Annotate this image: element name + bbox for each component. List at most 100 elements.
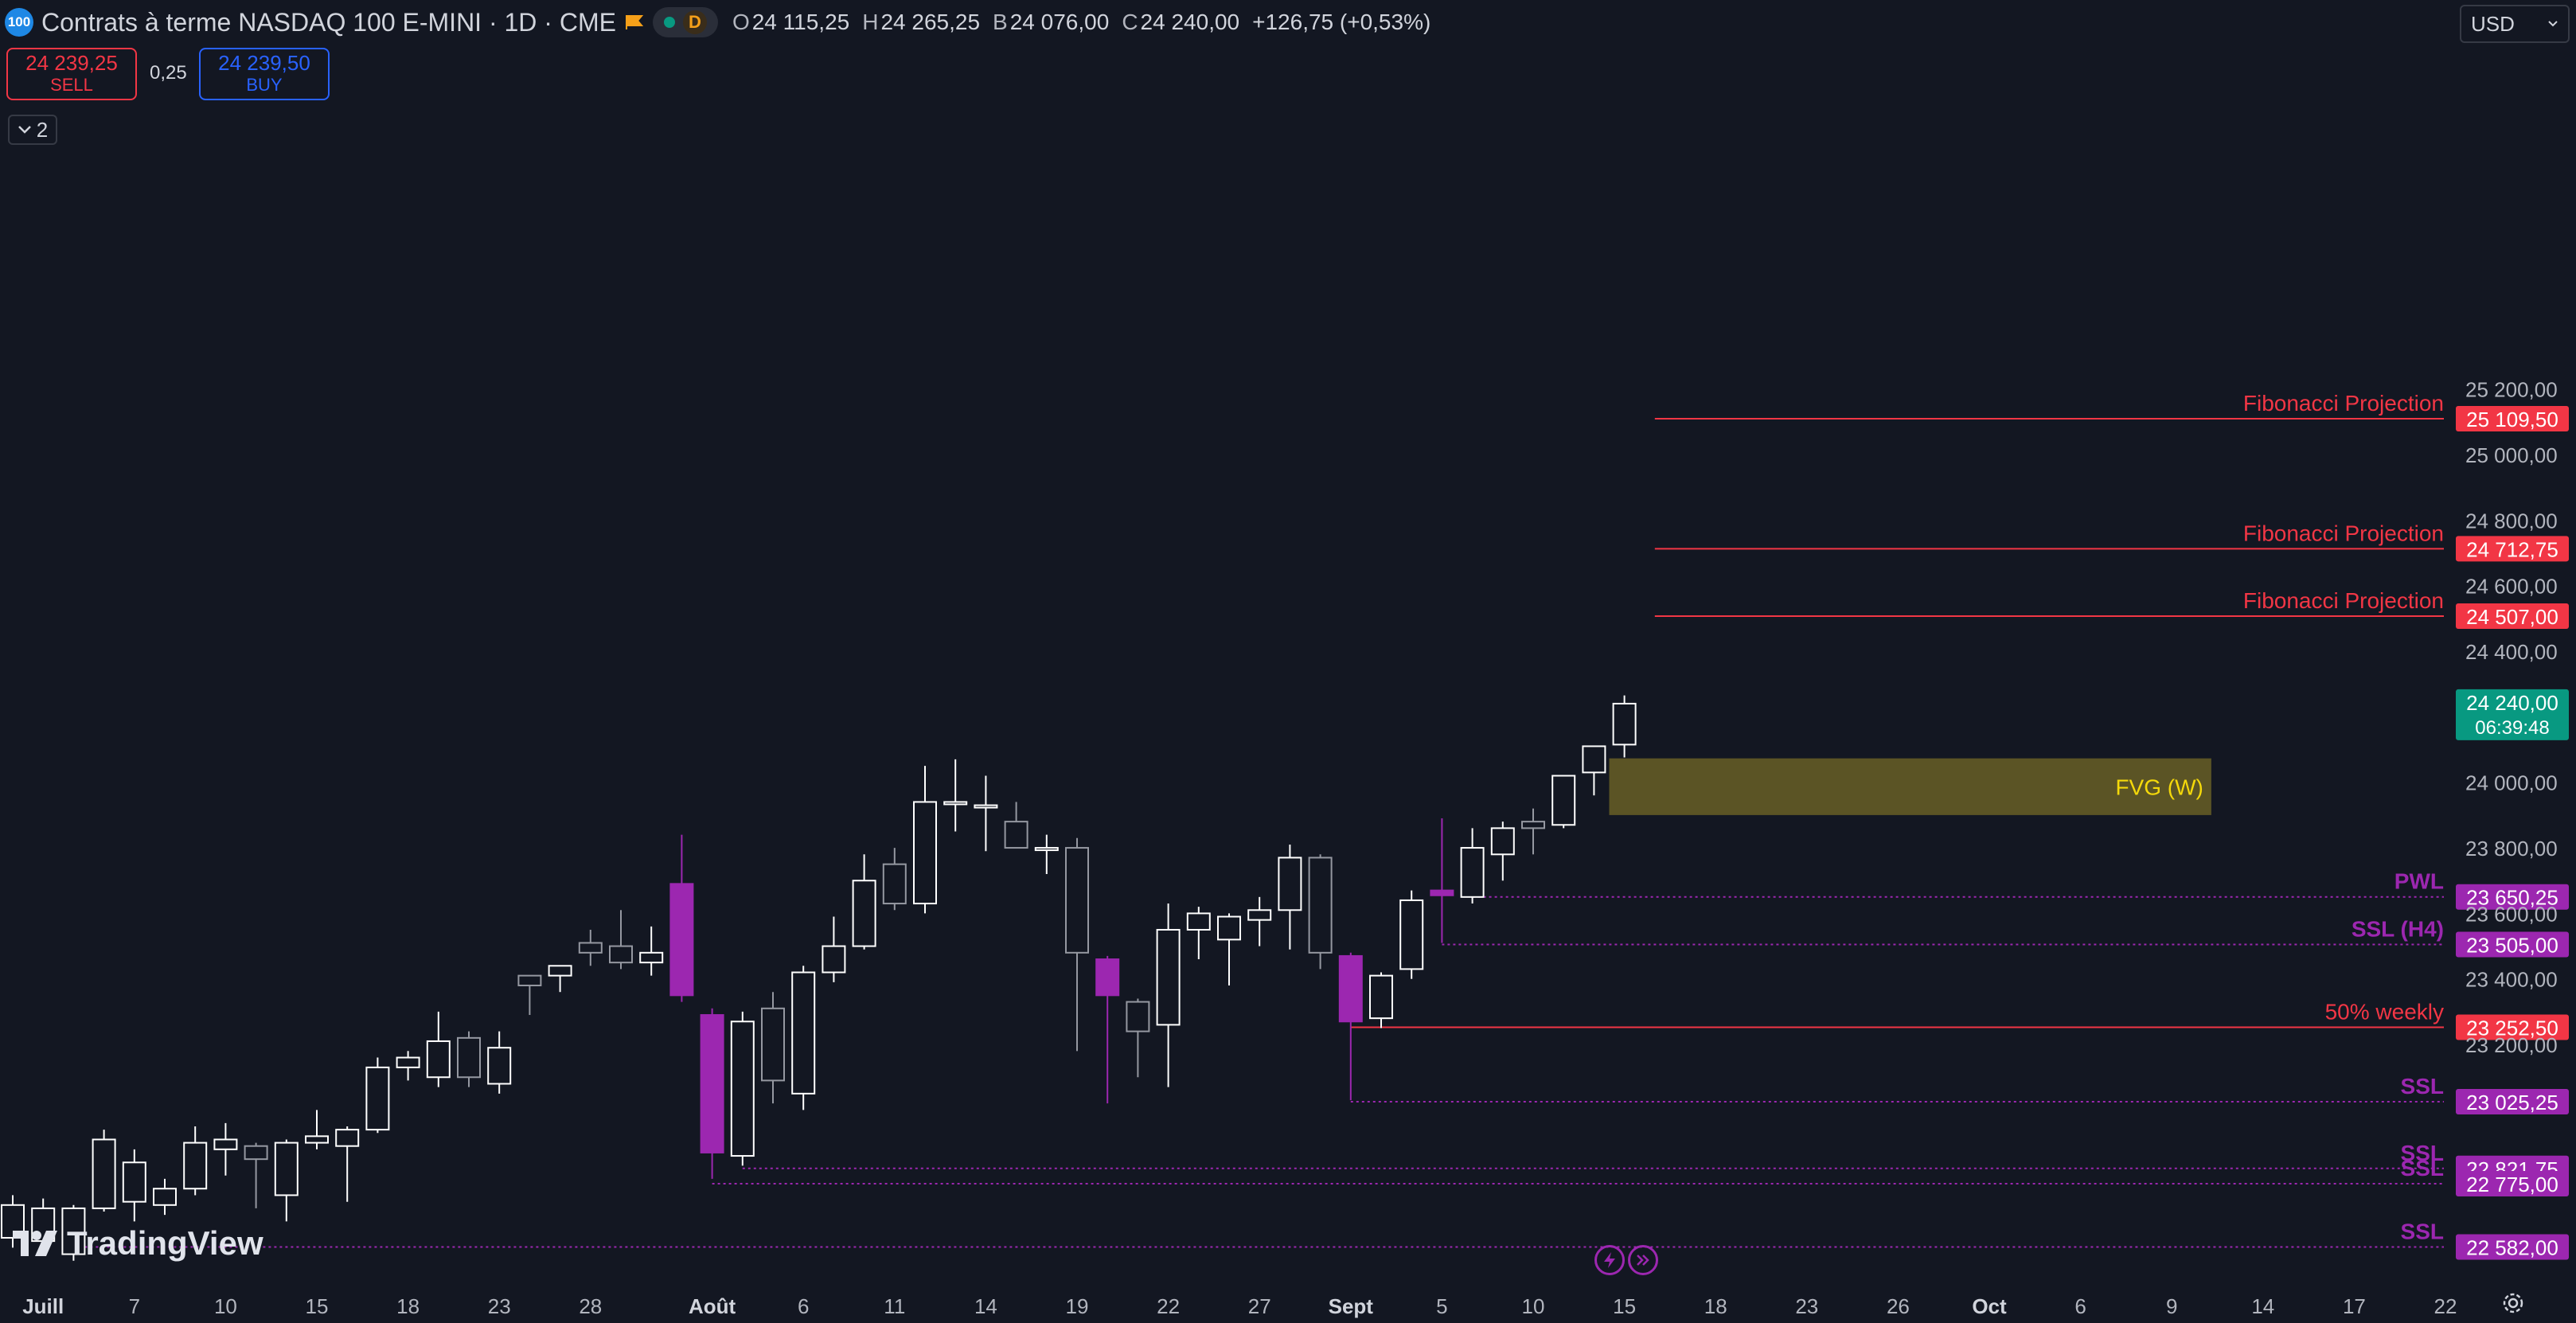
level-tag-text-fifty-weekly: 23 252,50: [2466, 1016, 2558, 1040]
level-tag-text-fib-24507: 24 507,00: [2466, 605, 2558, 629]
candle: [761, 992, 785, 1104]
candle: [974, 775, 998, 852]
candle-body: [244, 1145, 268, 1161]
candle: [1582, 745, 1606, 796]
level-tag-fib-24507: [2456, 603, 2569, 630]
candle: [1247, 896, 1272, 946]
symbol-title[interactable]: Contrats à terme NASDAQ 100 E-MINI · 1D …: [41, 7, 616, 37]
y-tick-label: 23 600,00: [2465, 902, 2558, 926]
candle: [669, 834, 694, 1002]
level-tag-ssl-23025: [2456, 1089, 2569, 1115]
level-tag-ssl-h4: [2456, 931, 2569, 958]
candle: [700, 1008, 724, 1179]
candle-body: [1217, 915, 1241, 941]
candle-body: [822, 945, 846, 974]
candle-body: [92, 1138, 116, 1209]
candle: [822, 916, 846, 982]
candle-body: [700, 1014, 724, 1153]
spread-value: 0,25: [150, 62, 187, 84]
candle-body: [1551, 775, 1576, 826]
dividend-event-icon[interactable]: [1594, 1245, 1625, 1275]
candle-body: [1338, 954, 1363, 1023]
settings-gear-icon[interactable]: [2500, 1290, 2527, 1317]
candle-body: [761, 1007, 785, 1082]
y-tick-label: 24 000,00: [2465, 771, 2558, 795]
tradingview-logo-icon: [13, 1231, 57, 1256]
candle: [1399, 890, 1424, 979]
candle: [335, 1126, 360, 1202]
x-tick-label: 11: [884, 1294, 905, 1318]
x-tick-label: 23: [488, 1294, 511, 1318]
candle-body: [1582, 745, 1606, 774]
candle-body: [183, 1142, 208, 1190]
candle: [609, 910, 633, 970]
candle: [1156, 903, 1181, 1087]
candle-body: [791, 971, 816, 1095]
open-value: 24 115,25: [751, 10, 850, 34]
candle-body: [305, 1135, 329, 1144]
candle-body: [578, 942, 603, 954]
candle-body: [1186, 912, 1211, 931]
x-tick-label: 17: [2343, 1294, 2366, 1318]
symbol-header: 100 Contrats à terme NASDAQ 100 E-MINI ·…: [5, 5, 1430, 40]
candle-body: [1278, 857, 1302, 911]
buy-label: BUY: [246, 75, 283, 95]
candle-body: [61, 1207, 86, 1255]
candle: [92, 1130, 116, 1212]
level-tag-text-ssl-h4: 23 505,00: [2466, 934, 2558, 958]
y-tick-label: 23 400,00: [2465, 968, 2558, 992]
candle-body: [1247, 909, 1272, 921]
tradingview-logo[interactable]: TradingView: [11, 1224, 263, 1263]
candle: [365, 1057, 390, 1134]
currency-value: USD: [2471, 11, 2515, 36]
buy-button[interactable]: 24 239,50 BUY: [199, 48, 330, 100]
x-tick-label: 19: [1066, 1294, 1089, 1318]
candle-body: [548, 965, 572, 977]
y-tick-label: 25 200,00: [2465, 378, 2558, 402]
currency-select[interactable]: USD: [2460, 5, 2570, 43]
level-label-ssl-22775: SSL: [2401, 1156, 2444, 1181]
chart-event-icons: [1594, 1245, 1658, 1275]
x-tick-label: 15: [306, 1294, 329, 1318]
indicators-toggle-button[interactable]: 2: [8, 115, 57, 145]
market-status-pill[interactable]: D: [652, 7, 718, 37]
x-tick-label: 14: [974, 1294, 997, 1318]
candle-body: [213, 1138, 238, 1150]
x-tick-label: 7: [129, 1294, 140, 1318]
indicators-count: 2: [36, 117, 49, 142]
flag-icon[interactable]: [624, 14, 645, 31]
candle: [1065, 837, 1089, 1052]
candle: [913, 766, 937, 914]
level-tag-text-fib-24712: 24 712,75: [2466, 537, 2558, 561]
candle-body: [1521, 821, 1545, 829]
sell-label: SELL: [50, 75, 93, 95]
candle-body: [457, 1036, 481, 1079]
close-value: 24 240,00: [1140, 10, 1240, 34]
sell-button[interactable]: 24 239,25 SELL: [6, 48, 137, 100]
candle: [122, 1149, 146, 1222]
candle: [1095, 955, 1120, 1104]
candle-body: [609, 945, 633, 964]
y-tick-label: 23 800,00: [2465, 837, 2558, 861]
x-tick-label: 14: [2251, 1294, 2274, 1318]
forward-event-icon[interactable]: [1628, 1245, 1658, 1275]
buy-price: 24 239,50: [218, 51, 310, 75]
level-tag-text-fib-25109: 25 109,50: [2466, 408, 2558, 431]
level-tag-text-ssl-22775: 22 775,00: [2466, 1173, 2558, 1196]
candle: [1034, 834, 1059, 875]
candle: [578, 929, 603, 966]
symbol-logo-icon[interactable]: 100: [5, 8, 33, 37]
interval-badge: D: [682, 10, 707, 34]
lightning-icon: [1604, 1252, 1615, 1268]
candle: [1, 1195, 25, 1248]
x-tick-label: Août: [689, 1294, 736, 1318]
candle-body: [487, 1047, 512, 1085]
candle-body: [1065, 847, 1089, 954]
candle-body: [1369, 974, 1393, 1020]
level-label-ssl-h4: SSL (H4): [2352, 917, 2444, 942]
level-tag-ssl-22775: [2456, 1171, 2569, 1197]
x-tick-label: 22: [2434, 1294, 2457, 1318]
candle-body: [974, 804, 998, 809]
y-tick-label: 23 200,00: [2465, 1033, 2558, 1057]
